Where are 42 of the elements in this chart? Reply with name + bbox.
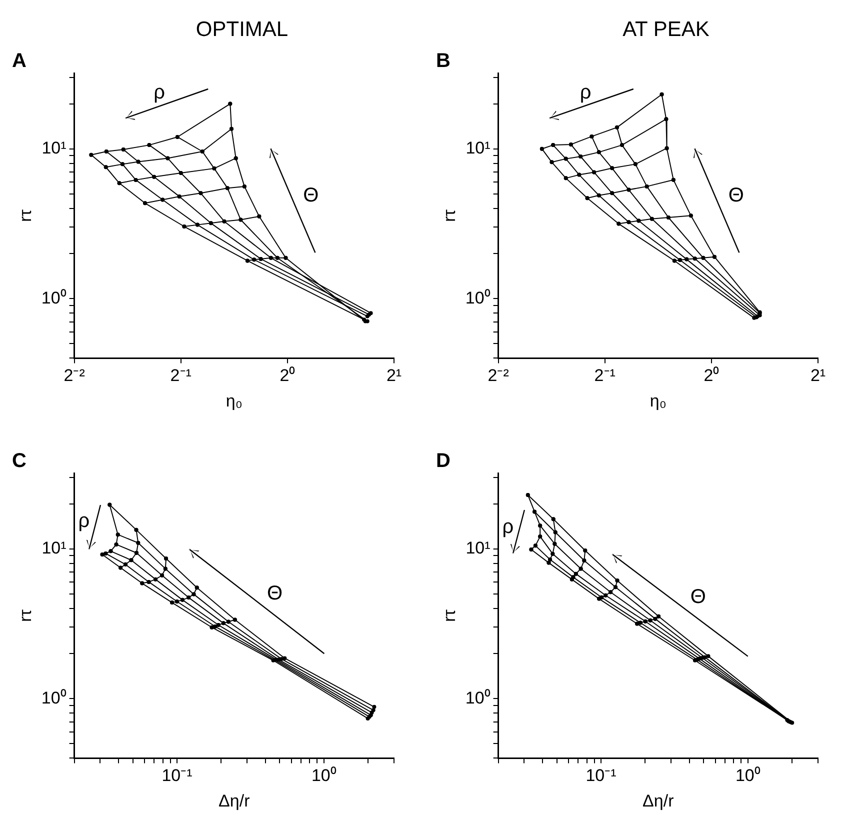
- y-tick-label: 10¹: [42, 138, 67, 158]
- annotation: Θ: [728, 184, 744, 206]
- x-axis-title: Δη/r: [642, 791, 674, 810]
- y-axis-title: rτ: [440, 609, 459, 622]
- y-tick-label: 10¹: [466, 138, 491, 158]
- annotation: ρ: [154, 82, 166, 104]
- x-tick-label: 2¹: [810, 366, 826, 386]
- y-tick-label: 10¹: [42, 538, 67, 558]
- x-tick-label: 2⁻¹: [170, 366, 192, 386]
- x-tick-label: 2⁻²: [488, 366, 510, 386]
- x-tick-label: 2⁰: [280, 366, 296, 386]
- x-tick-label: 2⁻¹: [594, 366, 616, 386]
- annotation: ρ: [78, 510, 90, 532]
- chart-title: D: [436, 450, 450, 473]
- x-tick-label: 10⁻¹: [162, 766, 193, 786]
- annotation: Θ: [303, 184, 319, 206]
- x-tick-label: 10⁻¹: [586, 766, 617, 786]
- annotation: ρ: [502, 516, 514, 538]
- x-axis-title: η₀: [650, 391, 666, 410]
- x-tick-label: 2⁻²: [64, 366, 86, 386]
- y-tick-label: 10⁰: [465, 288, 490, 308]
- chart-subtitle: OPTIMAL: [194, 18, 290, 42]
- x-axis-title: η₀: [226, 391, 242, 410]
- annotation: Θ: [690, 586, 706, 608]
- y-axis-title: rτ: [440, 209, 459, 222]
- chart-subtitle: AT PEAK: [622, 18, 710, 42]
- chart-title: C: [12, 450, 26, 473]
- annotation: Θ: [266, 582, 283, 605]
- x-tick-label: 10⁰: [311, 766, 336, 786]
- y-tick-label: 10⁰: [465, 688, 490, 708]
- annotation: ρ: [580, 82, 592, 104]
- y-tick-label: 10⁰: [41, 288, 66, 308]
- x-tick-label: 2¹: [386, 366, 402, 386]
- chart-title: A: [12, 50, 26, 73]
- y-axis-title: rτ: [16, 609, 35, 622]
- x-axis-title: Δη/r: [218, 791, 250, 810]
- y-axis-title: rτ: [16, 209, 35, 222]
- y-tick-label: 10¹: [466, 538, 491, 558]
- x-tick-label: 10⁰: [735, 766, 760, 786]
- y-tick-label: 10⁰: [41, 688, 66, 708]
- x-tick-label: 2⁰: [704, 366, 720, 386]
- chart-title: B: [436, 50, 450, 73]
